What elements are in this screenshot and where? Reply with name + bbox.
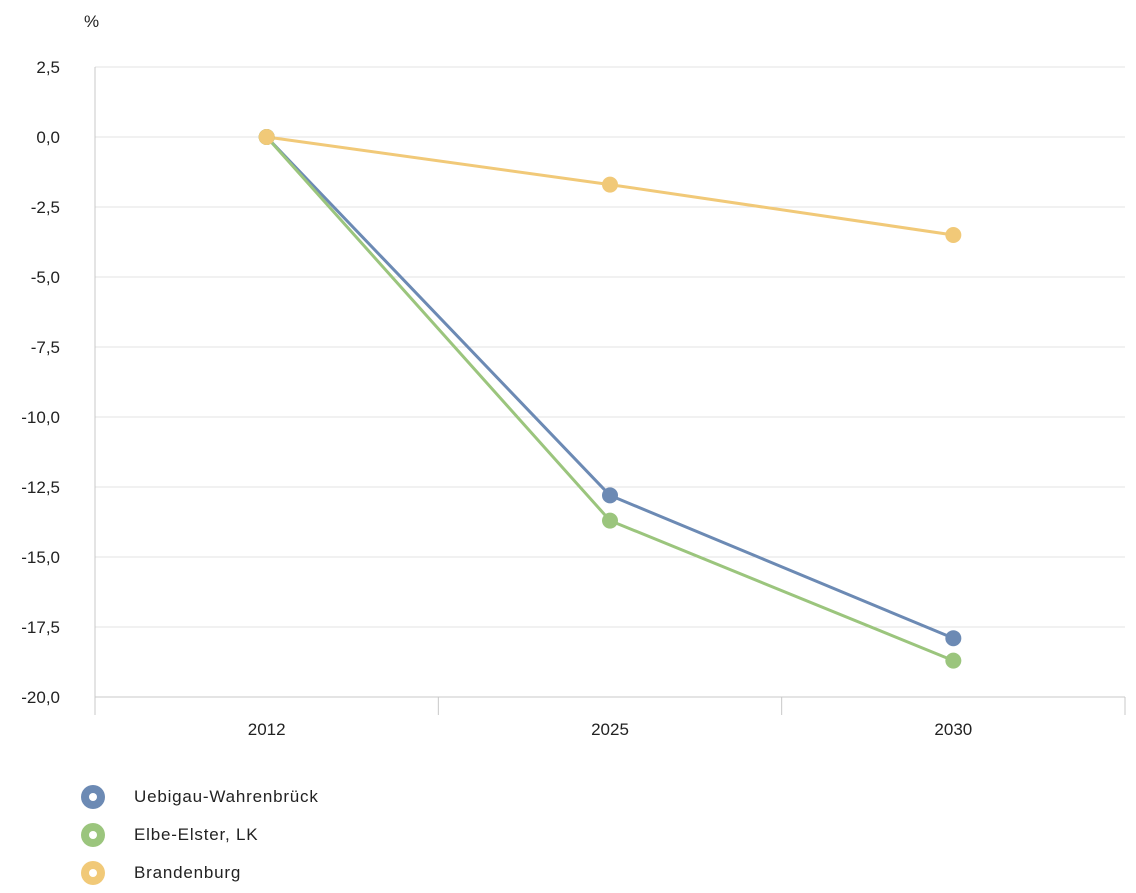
y-axis-unit-label: % [84, 12, 99, 31]
data-point-brandenburg [602, 176, 618, 193]
data-point-elbe-elster-lk [602, 512, 618, 529]
series-points [258, 129, 962, 669]
x-tick-label: 2025 [591, 720, 629, 739]
y-axis-ticks: 2,5 0,0 -2,5 -5,0 -7,5 -10,0 -12,5 -15,0 -17,5 -2… [21, 58, 60, 707]
legend-label: Elbe-Elster, LK [134, 825, 259, 844]
y-tick-label: 0,0 [36, 128, 60, 147]
y-tick-label: -17,5 [21, 618, 60, 637]
series-line-elbe-elster-lk [265, 135, 955, 663]
legend-marker-icon [80, 822, 106, 848]
y-tick-label: -15,0 [21, 548, 60, 567]
legend-label: Uebigau-Wahrenbrück [134, 787, 319, 806]
legend-marker-icon [80, 784, 106, 810]
y-tick-label: -12,5 [21, 478, 60, 497]
y-tick-label: -5,0 [31, 268, 60, 287]
data-point-brandenburg [945, 227, 962, 243]
legend-marker-icon [80, 860, 106, 886]
x-axis-ticks: 2012 2025 2030 [248, 720, 972, 739]
legend-item-elbe-elster-lk[interactable]: Elbe-Elster, LK [80, 816, 319, 854]
line-chart: % 2,5 0,0 -2,5 -5,0 -7,5 -10,0 -12,5 -15,0 -17,5… [21, 12, 1126, 739]
y-tick-label: -7,5 [31, 338, 60, 357]
data-point-uebigau-wahrenbr-ck [602, 487, 618, 504]
gridlines [95, 66, 1125, 698]
legend-item-brandenburg[interactable]: Brandenburg [80, 854, 319, 892]
y-tick-label: -10,0 [21, 408, 60, 427]
legend-label: Brandenburg [134, 863, 242, 882]
x-tick-label: 2012 [248, 720, 286, 739]
y-tick-label: 2,5 [36, 58, 60, 77]
data-point-uebigau-wahrenbr-ck [945, 630, 962, 647]
series-line-uebigau-wahrenbr-ck [265, 135, 955, 640]
axes [94, 67, 1126, 715]
x-tick-label: 2030 [934, 720, 972, 739]
legend: Uebigau-Wahrenbrück Elbe-Elster, LK Brande… [80, 778, 319, 892]
y-tick-label: -2,5 [31, 198, 60, 217]
y-tick-label: -20,0 [21, 688, 60, 707]
data-point-brandenburg [258, 129, 275, 145]
series-lines [265, 135, 955, 663]
data-point-elbe-elster-lk [945, 652, 962, 669]
legend-item-uebigau-wahrenbr-ck[interactable]: Uebigau-Wahrenbrück [80, 778, 319, 816]
